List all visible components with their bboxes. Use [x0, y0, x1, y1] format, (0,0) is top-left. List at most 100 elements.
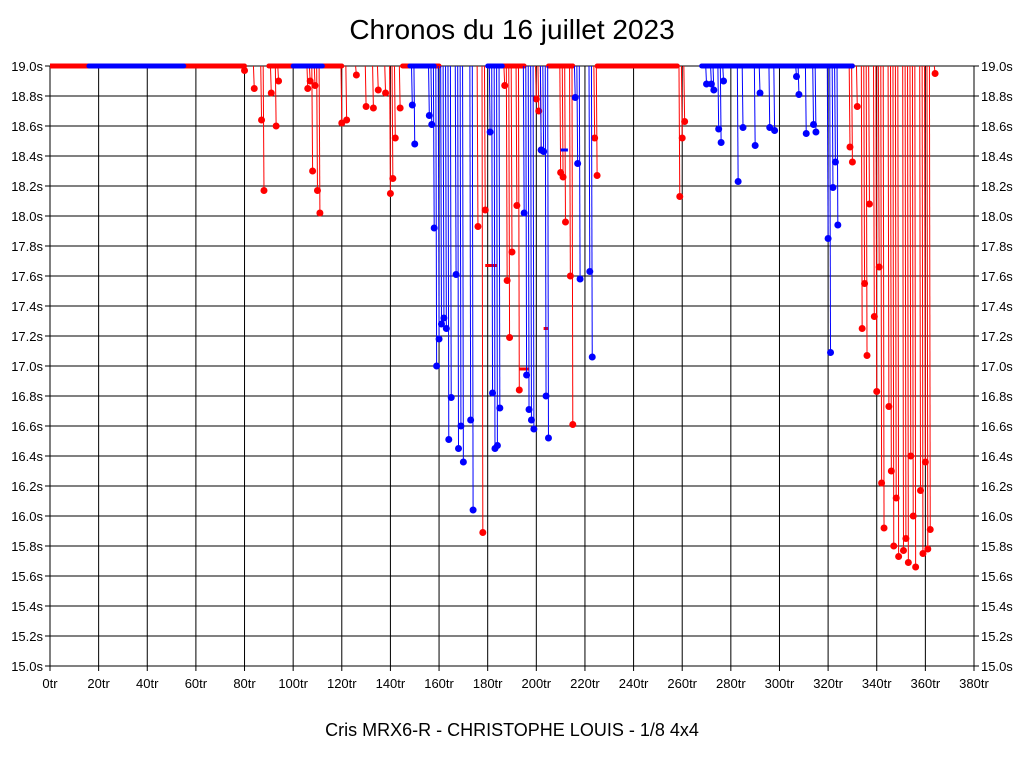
data-point: [250, 85, 258, 92]
data-spike: [863, 65, 866, 284]
y-tick-label-left: 15.2s: [11, 629, 43, 644]
data-spike: [848, 65, 851, 148]
data-point: [506, 334, 514, 341]
data-spike: [890, 65, 892, 472]
data-spike: [539, 65, 542, 151]
data-point: [452, 271, 460, 278]
data-spike: [510, 65, 513, 253]
data-point: [447, 394, 455, 401]
data-point: [435, 335, 443, 343]
data-point: [479, 529, 487, 536]
data-point: [382, 89, 390, 97]
y-tick-label-left: 15.8s: [11, 539, 43, 554]
y-tick-label-right: 16.2s: [981, 479, 1013, 494]
data-point: [561, 218, 569, 226]
data-point: [369, 104, 377, 112]
series-1: [86, 63, 855, 514]
data-point: [810, 121, 818, 128]
data-point: [710, 86, 718, 94]
data-point: [792, 73, 800, 80]
data-point: [467, 416, 475, 424]
data-point: [267, 89, 275, 97]
data-spike: [481, 65, 484, 533]
data-spike: [447, 65, 450, 440]
y-tick-label-left: 17.6s: [11, 269, 43, 284]
data-spike: [590, 65, 593, 358]
data-spike: [564, 65, 566, 223]
data-point: [569, 421, 577, 428]
data-spike: [595, 65, 598, 176]
data-spike: [892, 65, 895, 547]
y-tick-label-left: 15.4s: [11, 599, 43, 614]
data-spike: [462, 65, 464, 463]
data-spike: [269, 65, 272, 94]
data-point: [919, 550, 927, 557]
data-spike: [508, 65, 511, 338]
data-point: [895, 553, 903, 560]
data-spike: [544, 65, 547, 397]
data-point: [515, 386, 523, 394]
chart-footer: Cris MRX6-R - CHRISTOPHE LOUIS - 1/8 4x4: [325, 720, 699, 740]
data-point: [795, 91, 803, 98]
data-spike: [491, 65, 494, 394]
data-point: [873, 388, 881, 395]
y-tick-label-left: 16.4s: [11, 449, 43, 464]
data-spike: [773, 65, 776, 131]
data-spike: [435, 65, 438, 367]
x-tick-label: 100tr: [278, 676, 308, 691]
data-point: [430, 224, 438, 232]
axes: 0tr 20tr 40tr 60tr 80tr 100tr 120tr 140tr 160tr 1…: [11, 59, 1013, 691]
data-point: [885, 403, 893, 410]
data-spike: [457, 65, 460, 449]
y-tick-label-right: 15.6s: [981, 569, 1013, 584]
data-point: [442, 325, 450, 332]
y-tick-label-left: 18.2s: [11, 179, 43, 194]
y-tick-label-left: 16.6s: [11, 419, 43, 434]
data-spike: [483, 65, 486, 211]
y-tick-label-right: 17.8s: [981, 239, 1013, 254]
data-spike: [340, 65, 343, 124]
data-spike: [398, 65, 401, 109]
data-point: [887, 467, 895, 475]
data-point: [530, 425, 538, 433]
data-point: [513, 202, 521, 209]
data-point: [591, 134, 599, 142]
data-spike: [683, 65, 686, 122]
y-tick-label-right: 18.4s: [981, 149, 1013, 164]
data-point: [707, 80, 715, 88]
data-point: [532, 95, 540, 103]
data-point: [527, 416, 535, 424]
data-point: [593, 172, 601, 179]
data-point: [544, 434, 552, 442]
data-point: [540, 148, 548, 155]
data-spike: [525, 65, 528, 376]
x-tick-label: 360tr: [911, 676, 941, 691]
data-spike: [345, 65, 348, 121]
data-spike: [522, 65, 525, 214]
data-point: [902, 535, 910, 542]
y-tick-label-right: 17.4s: [981, 299, 1013, 314]
y-tick-label-left: 17.2s: [11, 329, 43, 344]
data-spike: [882, 65, 885, 529]
data-spike: [376, 65, 379, 91]
data-spike: [411, 65, 413, 106]
chart-title: Chronos du 16 juillet 2023: [349, 14, 675, 45]
data-point: [489, 389, 497, 397]
data-spike: [902, 65, 904, 551]
data-point: [829, 184, 837, 191]
data-spike: [561, 65, 564, 178]
x-tick-label: 320tr: [813, 676, 843, 691]
data-point: [503, 277, 511, 284]
x-tick-label: 200tr: [521, 676, 551, 691]
data-spike: [471, 65, 474, 511]
data-spike: [535, 65, 537, 100]
x-tick-label: 140tr: [376, 676, 406, 691]
data-spike: [680, 65, 683, 139]
y-tick-label-right: 15.8s: [981, 539, 1013, 554]
data-spike: [914, 65, 917, 568]
y-tick-label-right: 16.8s: [981, 389, 1013, 404]
data-spike: [437, 65, 440, 340]
y-tick-label-left: 18.4s: [11, 149, 43, 164]
data-point: [457, 422, 465, 430]
